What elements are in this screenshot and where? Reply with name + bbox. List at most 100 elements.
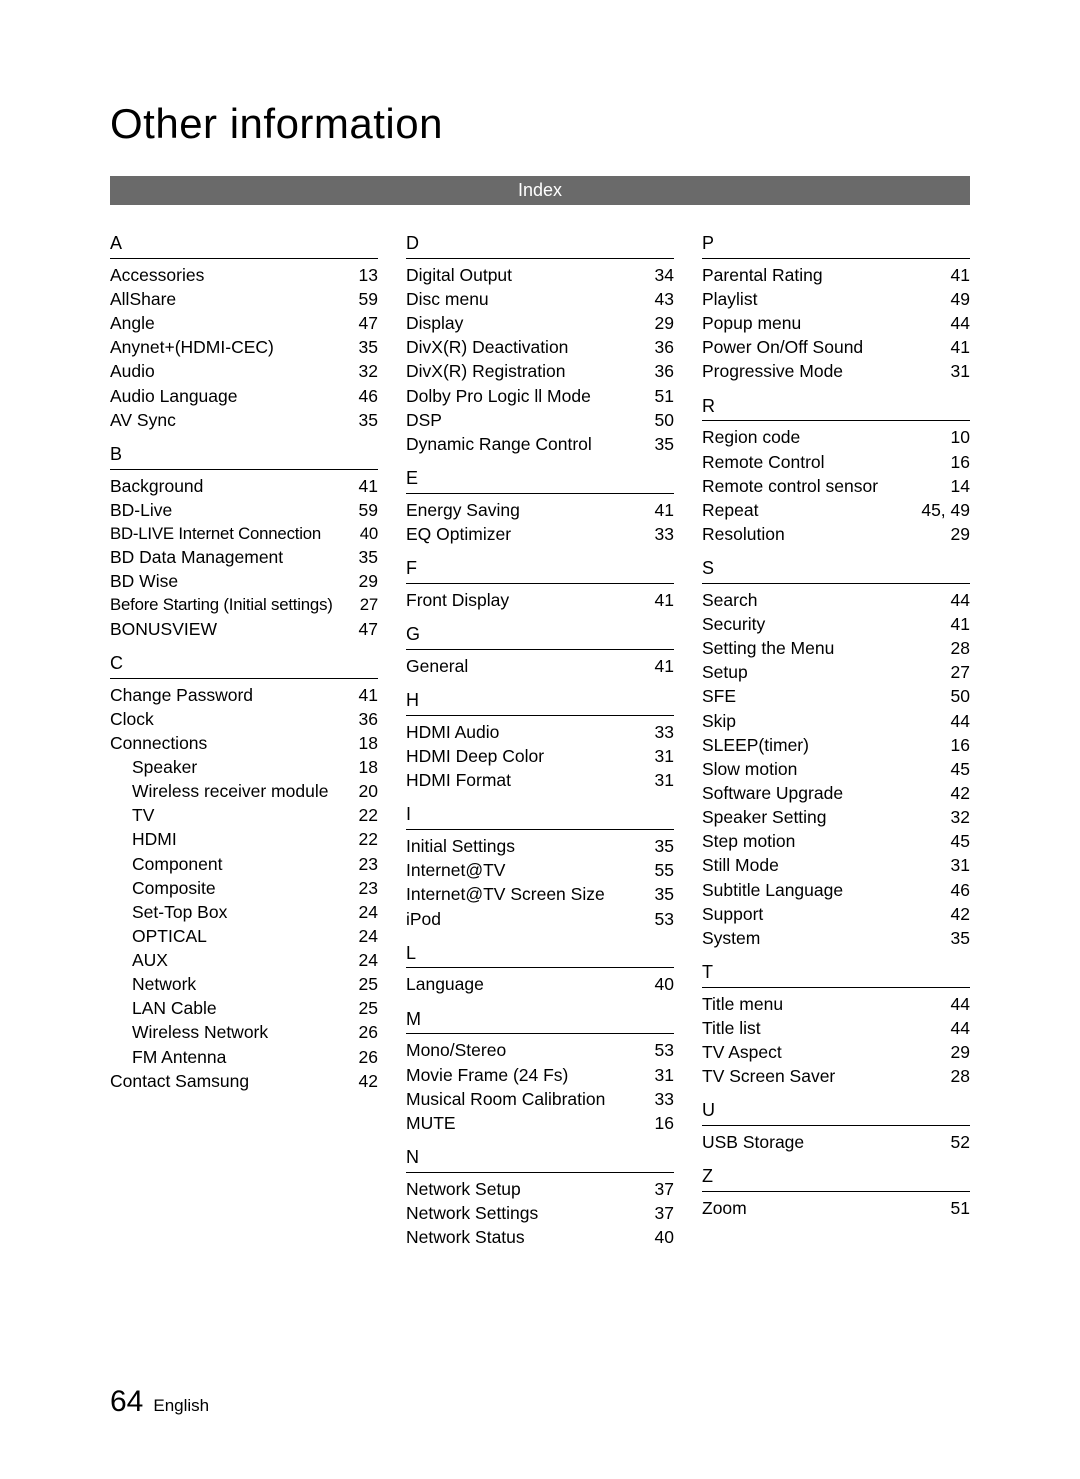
- index-entry-page: 41: [655, 588, 674, 612]
- index-entry: TV Aspect29: [702, 1040, 970, 1064]
- index-entry-label: EQ Optimizer: [406, 522, 655, 546]
- index-entry-page: 18: [359, 755, 378, 779]
- index-entry-page: 46: [359, 384, 378, 408]
- index-entry: Dolby Pro Logic ll Mode51: [406, 384, 674, 408]
- index-entry-page: 35: [655, 834, 674, 858]
- index-entry-page: 16: [951, 733, 970, 757]
- index-entry: Title menu44: [702, 992, 970, 1016]
- index-entry: Power On/Off Sound41: [702, 335, 970, 359]
- index-entry: Energy Saving41: [406, 498, 674, 522]
- page-footer: 64 English: [110, 1385, 209, 1419]
- index-entry-label: Power On/Off Sound: [702, 335, 951, 359]
- index-entry-label: Security: [702, 612, 951, 636]
- index-entry: Support42: [702, 902, 970, 926]
- index-entry-page: 52: [951, 1130, 970, 1154]
- index-entry-label: Title menu: [702, 992, 951, 1016]
- index-entry-label: DivX(R) Registration: [406, 359, 655, 383]
- index-entry: Change Password41: [110, 683, 378, 707]
- index-entry-label: Resolution: [702, 522, 951, 546]
- index-entry: BD-LIVE Internet Connection40: [110, 522, 378, 545]
- index-entry-page: 26: [359, 1020, 378, 1044]
- index-entry-page: 28: [951, 1064, 970, 1088]
- index-letter: M: [406, 1007, 674, 1035]
- index-entry: Language40: [406, 972, 674, 996]
- index-entry-page: 41: [951, 612, 970, 636]
- index-entry: DivX(R) Registration36: [406, 359, 674, 383]
- index-entry: OPTICAL24: [110, 924, 378, 948]
- index-entry-label: Internet@TV: [406, 858, 655, 882]
- index-entry-label: TV Aspect: [702, 1040, 951, 1064]
- index-entry: Security41: [702, 612, 970, 636]
- index-entry-page: 49: [951, 287, 970, 311]
- index-entry-page: 27: [951, 660, 970, 684]
- index-entry: Network Status40: [406, 1225, 674, 1249]
- index-entry: DSP50: [406, 408, 674, 432]
- index-entry: Popup menu44: [702, 311, 970, 335]
- index-entry: Parental Rating41: [702, 263, 970, 287]
- index-entry-page: 33: [655, 1087, 674, 1111]
- index-entry-page: 31: [655, 744, 674, 768]
- index-entry: Component23: [110, 852, 378, 876]
- index-entry-page: 44: [951, 588, 970, 612]
- index-entry-label: BD Wise: [110, 569, 359, 593]
- index-entry: iPod53: [406, 907, 674, 931]
- index-entry: Network Settings37: [406, 1201, 674, 1225]
- index-entry: Set-Top Box24: [110, 900, 378, 924]
- index-entry-page: 36: [359, 707, 378, 731]
- index-entry-page: 45, 49: [921, 498, 970, 522]
- index-entry: Setup27: [702, 660, 970, 684]
- index-entry-label: Composite: [110, 876, 359, 900]
- index-entry: FM Antenna26: [110, 1045, 378, 1069]
- index-entry-page: 22: [359, 803, 378, 827]
- index-entry-label: Contact Samsung: [110, 1069, 359, 1093]
- index-entry-page: 25: [359, 972, 378, 996]
- index-entry: AllShare59: [110, 287, 378, 311]
- index-entry-page: 51: [951, 1196, 970, 1220]
- index-entry-label: Energy Saving: [406, 498, 655, 522]
- index-entry-page: 27: [360, 593, 378, 616]
- index-entry-label: Setting the Menu: [702, 636, 951, 660]
- index-entry-label: Digital Output: [406, 263, 655, 287]
- index-entry-page: 40: [655, 972, 674, 996]
- index-entry-page: 55: [655, 858, 674, 882]
- index-col-3: PParental Rating41Playlist49Popup menu44…: [702, 231, 970, 1249]
- index-entry-label: Network Setup: [406, 1177, 655, 1201]
- index-letter: D: [406, 231, 674, 259]
- index-entry-page: 32: [951, 805, 970, 829]
- index-entry-page: 41: [655, 498, 674, 522]
- index-entry: USB Storage52: [702, 1130, 970, 1154]
- index-entry-label: Wireless receiver module: [110, 779, 359, 803]
- index-entry-label: Parental Rating: [702, 263, 951, 287]
- index-entry-page: 35: [359, 408, 378, 432]
- index-entry: BONUSVIEW47: [110, 617, 378, 641]
- index-entry: Audio Language46: [110, 384, 378, 408]
- index-entry-label: SFE: [702, 684, 951, 708]
- index-entry-page: 29: [951, 1040, 970, 1064]
- index-entry: Remote Control16: [702, 450, 970, 474]
- index-entry: Clock36: [110, 707, 378, 731]
- index-entry-page: 35: [359, 545, 378, 569]
- index-letter: S: [702, 556, 970, 584]
- index-entry: Software Upgrade42: [702, 781, 970, 805]
- index-entry-page: 24: [359, 900, 378, 924]
- index-entry-label: Speaker: [110, 755, 359, 779]
- index-entry-label: Network: [110, 972, 359, 996]
- index-letter: G: [406, 622, 674, 650]
- index-entry-page: 51: [655, 384, 674, 408]
- index-entry: DivX(R) Deactivation36: [406, 335, 674, 359]
- index-entry-page: 41: [359, 474, 378, 498]
- index-entry: Repeat45, 49: [702, 498, 970, 522]
- index-letter: P: [702, 231, 970, 259]
- index-entry-page: 47: [359, 617, 378, 641]
- index-letter: I: [406, 802, 674, 830]
- index-entry-page: 40: [360, 522, 378, 545]
- index-entry-label: BD Data Management: [110, 545, 359, 569]
- index-entry-page: 42: [359, 1069, 378, 1093]
- index-entry-label: AV Sync: [110, 408, 359, 432]
- index-entry: Playlist49: [702, 287, 970, 311]
- index-entry-label: Angle: [110, 311, 359, 335]
- index-entry-label: Audio: [110, 359, 359, 383]
- index-entry-label: AUX: [110, 948, 359, 972]
- index-entry-label: Remote Control: [702, 450, 951, 474]
- index-entry: HDMI Format31: [406, 768, 674, 792]
